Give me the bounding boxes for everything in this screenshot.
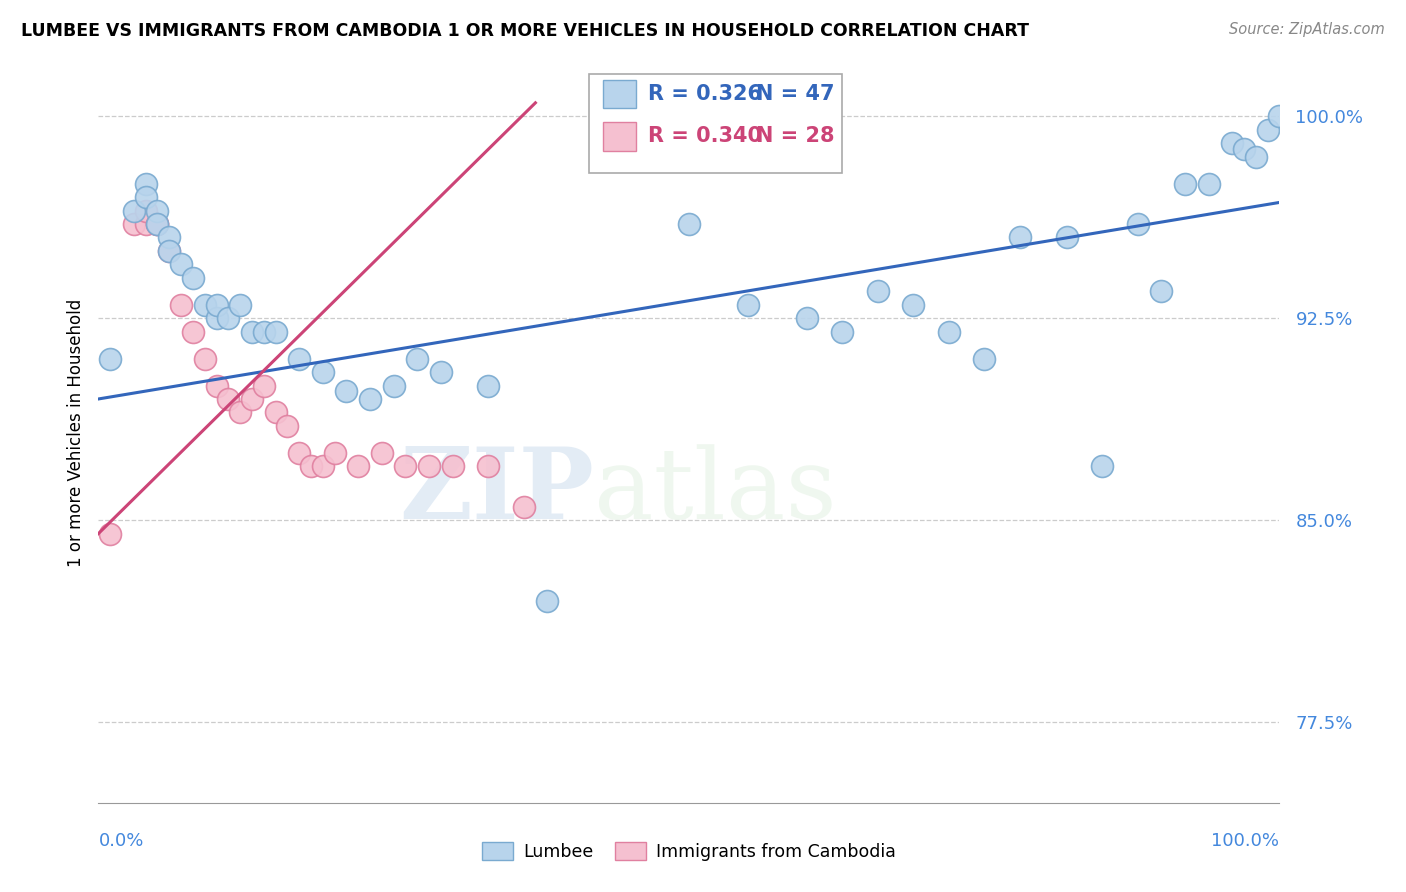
Point <box>312 459 335 474</box>
Point <box>371 446 394 460</box>
Point <box>229 298 252 312</box>
Point <box>359 392 381 406</box>
Point <box>253 378 276 392</box>
FancyBboxPatch shape <box>603 122 636 151</box>
Point <box>335 384 357 398</box>
Point <box>157 244 180 258</box>
Point <box>229 405 252 419</box>
Point <box>205 298 228 312</box>
Text: atlas: atlas <box>595 444 837 540</box>
Point <box>98 351 121 366</box>
Point <box>1220 136 1243 151</box>
Point <box>1198 177 1220 191</box>
Text: LUMBEE VS IMMIGRANTS FROM CAMBODIA 1 OR MORE VEHICLES IN HOUSEHOLD CORRELATION C: LUMBEE VS IMMIGRANTS FROM CAMBODIA 1 OR … <box>21 22 1029 40</box>
Point <box>1244 150 1267 164</box>
Point <box>135 203 157 218</box>
Text: 100.0%: 100.0% <box>1212 832 1279 850</box>
Point <box>194 298 217 312</box>
FancyBboxPatch shape <box>589 73 842 173</box>
Point <box>323 446 346 460</box>
Text: N = 47: N = 47 <box>756 84 835 104</box>
Point <box>1150 285 1173 299</box>
Point <box>512 500 534 514</box>
Point <box>194 351 217 366</box>
Point <box>253 325 276 339</box>
Text: N = 28: N = 28 <box>756 127 835 146</box>
Point <box>1174 177 1197 191</box>
Point <box>276 418 298 433</box>
Point <box>1056 230 1078 244</box>
Point <box>288 351 311 366</box>
Point <box>288 446 311 460</box>
Text: R = 0.326: R = 0.326 <box>648 84 762 104</box>
Point <box>157 244 180 258</box>
Point <box>122 217 145 231</box>
Point <box>146 203 169 218</box>
Point <box>122 203 145 218</box>
Point <box>146 217 169 231</box>
Point <box>678 217 700 231</box>
Point <box>737 298 759 312</box>
Point <box>312 365 335 379</box>
Point <box>1268 109 1291 123</box>
Point <box>181 325 204 339</box>
Point <box>240 392 263 406</box>
Point <box>170 257 193 271</box>
Point <box>240 325 263 339</box>
Point <box>135 177 157 191</box>
FancyBboxPatch shape <box>603 80 636 108</box>
Point <box>146 217 169 231</box>
Point <box>1008 230 1031 244</box>
Point <box>135 190 157 204</box>
Point <box>98 526 121 541</box>
Point <box>418 459 440 474</box>
Point <box>1257 122 1279 136</box>
Point <box>973 351 995 366</box>
Point <box>264 325 287 339</box>
Point <box>831 325 853 339</box>
Point <box>217 392 239 406</box>
Point <box>264 405 287 419</box>
Point <box>205 311 228 326</box>
Y-axis label: 1 or more Vehicles in Household: 1 or more Vehicles in Household <box>66 299 84 566</box>
Point <box>477 459 499 474</box>
Point <box>347 459 370 474</box>
Point <box>1091 459 1114 474</box>
Point <box>135 217 157 231</box>
Point <box>406 351 429 366</box>
Point <box>477 378 499 392</box>
Text: Source: ZipAtlas.com: Source: ZipAtlas.com <box>1229 22 1385 37</box>
Text: R = 0.340: R = 0.340 <box>648 127 762 146</box>
Point <box>441 459 464 474</box>
Text: ZIP: ZIP <box>399 443 595 541</box>
Point <box>157 230 180 244</box>
Point <box>299 459 322 474</box>
Point <box>938 325 960 339</box>
Text: 0.0%: 0.0% <box>98 832 143 850</box>
Point <box>394 459 416 474</box>
Point <box>1233 142 1256 156</box>
Point <box>217 311 239 326</box>
Legend: Lumbee, Immigrants from Cambodia: Lumbee, Immigrants from Cambodia <box>475 836 903 868</box>
Point <box>146 217 169 231</box>
Point <box>796 311 818 326</box>
Point <box>866 285 889 299</box>
Point <box>903 298 925 312</box>
Point <box>170 298 193 312</box>
Point <box>205 378 228 392</box>
Point <box>382 378 405 392</box>
Point <box>181 270 204 285</box>
Point <box>1126 217 1149 231</box>
Point <box>430 365 453 379</box>
Point <box>536 594 558 608</box>
